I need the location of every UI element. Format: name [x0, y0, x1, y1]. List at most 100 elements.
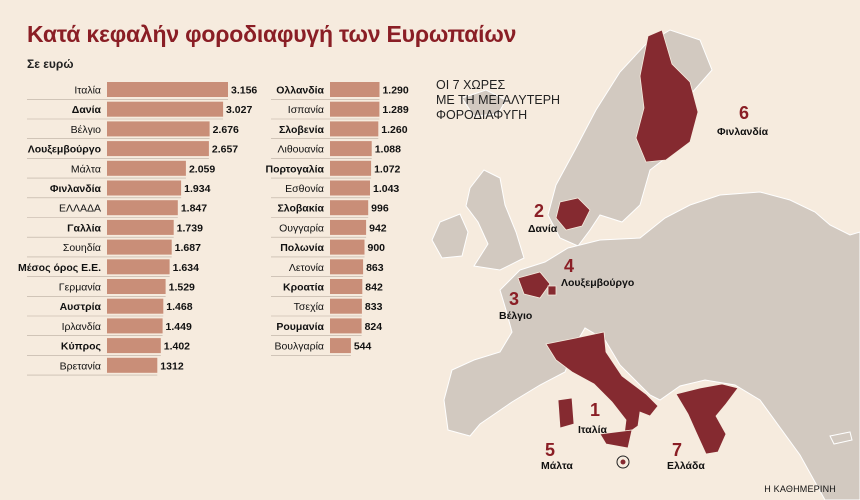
country-name: Μάλτα [541, 460, 573, 472]
value-label: 1.260 [381, 124, 407, 136]
country-name: Βέλγιο [499, 310, 533, 322]
category-label: Ισπανία [288, 104, 324, 116]
value-label: 1.449 [166, 321, 192, 333]
category-label: Ουγγαρία [279, 222, 324, 234]
category-label: Φινλανδία [50, 183, 102, 195]
bar [330, 141, 372, 157]
value-label: 1.468 [166, 301, 192, 313]
bar [107, 239, 172, 255]
map-italy [545, 331, 659, 437]
value-label: 1312 [160, 360, 184, 372]
country-name: Ιταλία [578, 424, 607, 436]
bar [107, 279, 166, 294]
category-label: Σλοβακία [277, 203, 324, 215]
bar-chart-area: Ιταλία 3.156 Δανία 3.027 Βέλγιο 2.676 Λουξεμβο… [18, 82, 409, 376]
value-label: 3.156 [231, 85, 257, 97]
rank-number: 2 [534, 201, 545, 221]
category-label: Πορτογαλία [265, 163, 324, 175]
category-label: Γαλλία [67, 222, 101, 234]
map-belgium [517, 271, 551, 299]
category-label: Βουλγαρία [274, 341, 324, 353]
map-greece [675, 383, 739, 455]
country-name: Φινλανδία [717, 126, 769, 138]
category-label: ΕΛΛΑΔΑ [59, 203, 101, 215]
bar [107, 121, 210, 137]
bar [107, 338, 161, 354]
value-label: 1.634 [173, 262, 199, 274]
category-label: Αυστρία [60, 301, 102, 313]
map-ireland [431, 213, 469, 259]
category-label: Κύπρος [61, 341, 102, 353]
bar [330, 239, 365, 255]
value-label: 942 [369, 222, 387, 234]
rank-number: 1 [590, 400, 601, 420]
bar [330, 121, 379, 137]
category-label: Βέλγιο [71, 124, 102, 136]
bar [107, 259, 170, 275]
bar [330, 259, 364, 275]
bar [107, 318, 163, 334]
map-malta [620, 459, 626, 465]
bar [107, 160, 186, 176]
value-label: 824 [365, 321, 383, 333]
bar [107, 180, 182, 196]
bar [330, 219, 367, 235]
map-britain [465, 169, 525, 271]
category-label: Κροατία [283, 282, 325, 294]
value-label: 996 [371, 203, 389, 215]
category-label: Πολωνία [280, 242, 324, 254]
bar [330, 160, 372, 176]
rank-number: 5 [545, 440, 556, 460]
map-iceland [461, 89, 507, 117]
rank-number: 4 [564, 256, 575, 276]
category-label: Ιρλανδία [62, 321, 101, 333]
rank-number: 6 [739, 103, 750, 123]
bar [330, 338, 351, 354]
value-label: 2.676 [213, 124, 239, 136]
value-label: 842 [365, 282, 383, 294]
map-luxembourg [547, 285, 557, 296]
value-label: 1.847 [181, 203, 207, 215]
value-label: 1.289 [382, 104, 408, 116]
bar [330, 200, 369, 216]
value-label: 2.059 [189, 163, 215, 175]
category-label: Γερμανία [59, 282, 101, 294]
bar [330, 279, 363, 294]
category-label: Τσεχία [294, 301, 324, 313]
bar [107, 101, 224, 117]
source-credit: Η ΚΑΘΗΜΕΡΙΝΗ [764, 484, 836, 494]
map-denmark [555, 197, 591, 231]
bar [107, 298, 164, 314]
country-name: Λουξεμβούργο [561, 277, 635, 289]
value-label: 1.088 [375, 144, 401, 156]
category-label: Μάλτα [71, 163, 101, 175]
value-label: 3.027 [226, 104, 252, 116]
category-label: Μέσος όρος Ε.Ε. [18, 262, 101, 274]
rank-number: 7 [672, 440, 683, 460]
value-label: 2.657 [212, 144, 238, 156]
value-label: 1.934 [184, 183, 210, 195]
category-label: Ιταλία [74, 85, 101, 97]
bar [107, 219, 174, 235]
value-label: 900 [368, 242, 386, 254]
value-label: 1.043 [373, 183, 399, 195]
map-malta-marker [616, 455, 630, 469]
bar [330, 82, 380, 97]
map-sardinia [557, 397, 575, 429]
category-label: Ολλανδία [276, 85, 324, 97]
bar [107, 357, 158, 373]
category-label: Λιθουανία [278, 144, 325, 156]
value-label: 544 [354, 341, 372, 353]
map-cyprus [829, 431, 853, 445]
category-label: Λουξεμβούργο [28, 144, 101, 156]
bar [107, 82, 228, 97]
bar [107, 141, 209, 157]
value-label: 863 [366, 262, 384, 274]
rank-number: 3 [509, 289, 520, 309]
bar [330, 318, 362, 334]
value-label: 1.290 [382, 85, 408, 97]
map-finland [635, 29, 699, 163]
value-label: 1.687 [175, 242, 201, 254]
